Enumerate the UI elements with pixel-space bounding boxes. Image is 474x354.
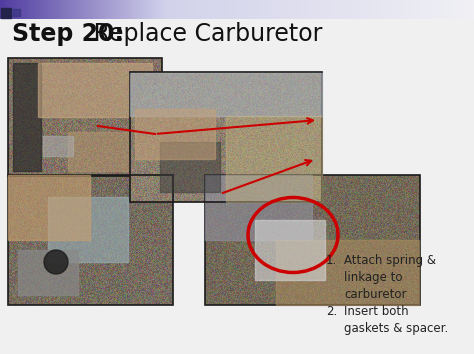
Bar (8, 175, 90, 240)
Bar (226, 116, 322, 202)
Text: gaskets & spacer.: gaskets & spacer. (344, 322, 448, 335)
Bar (18, 250, 78, 295)
Text: Attach spring &: Attach spring & (344, 254, 436, 267)
Bar (8, 175, 173, 305)
Bar (276, 240, 419, 305)
Text: linkage to: linkage to (344, 271, 402, 284)
Text: 1.: 1. (326, 254, 337, 267)
Circle shape (44, 250, 68, 274)
Bar (8, 58, 162, 176)
Bar (205, 175, 312, 240)
Text: Insert both: Insert both (344, 305, 409, 318)
Bar (130, 72, 322, 202)
Bar (205, 175, 420, 305)
Bar (13, 63, 41, 171)
Bar (255, 220, 325, 280)
Bar (13, 9, 20, 16)
Text: carburetor: carburetor (344, 288, 407, 301)
Text: Replace Carburetor: Replace Carburetor (86, 22, 322, 46)
Bar (48, 197, 128, 262)
Bar (38, 63, 152, 117)
Bar (1, 8, 11, 18)
Bar (68, 132, 152, 171)
Text: Step 20:: Step 20: (12, 22, 124, 46)
Bar (160, 142, 220, 192)
Bar (130, 73, 322, 116)
Bar (43, 136, 73, 156)
Text: 2.: 2. (326, 305, 337, 318)
Bar (135, 109, 215, 159)
